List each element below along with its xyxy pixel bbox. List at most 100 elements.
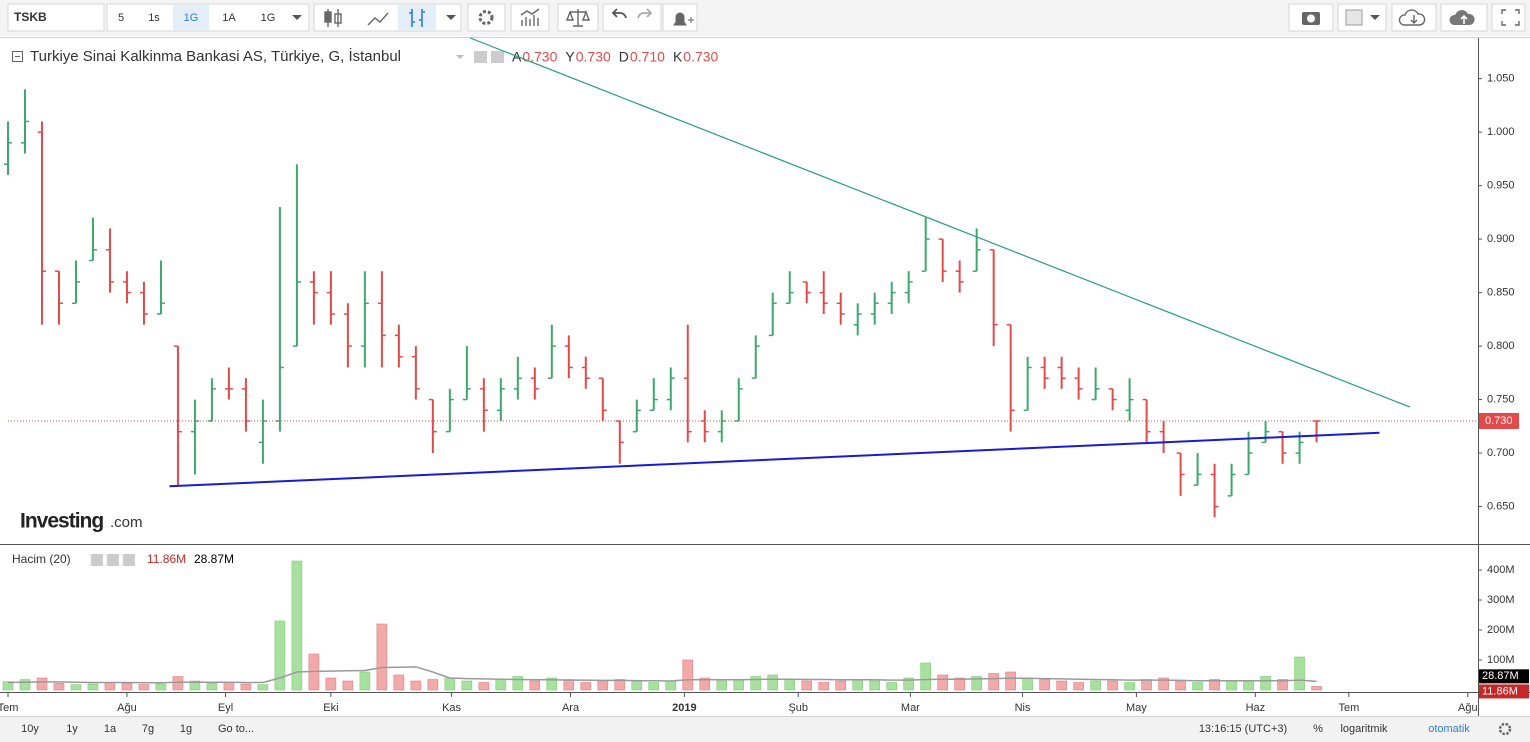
range-button[interactable]: 1y	[66, 723, 78, 735]
range-button[interactable]: 10y	[21, 723, 39, 735]
active-interval-bg	[173, 5, 209, 30]
dropdown-arrow[interactable]	[446, 15, 456, 20]
cloud-save-button[interactable]	[1440, 3, 1488, 32]
bottom-bar	[0, 717, 1530, 742]
settings-button[interactable]	[467, 3, 506, 32]
volume-bar	[1039, 679, 1050, 691]
volume-bar	[546, 677, 558, 691]
x-tick-label: Eyl	[218, 702, 233, 714]
volume-bar	[342, 680, 354, 691]
active-type-bg	[398, 5, 436, 30]
volume-bar	[563, 679, 575, 691]
y-tick-label: 0.950	[1487, 180, 1515, 192]
legend-value: 0.730	[683, 49, 718, 65]
eye-icon[interactable]	[91, 554, 103, 566]
eye-icon[interactable]	[474, 51, 487, 63]
volume-bar	[1141, 679, 1152, 691]
volume-bar	[240, 683, 252, 691]
range-button[interactable]: 7g	[142, 723, 154, 735]
candle-icon[interactable]	[324, 9, 342, 27]
y-tick-label: 1.050	[1487, 73, 1515, 85]
x-tick-label: 2019	[672, 702, 696, 714]
range-button[interactable]: 1a	[104, 723, 117, 735]
clock: 13:16:15 (UTC+3)	[1199, 723, 1287, 735]
symbol-box[interactable]	[7, 3, 105, 32]
volume-tag	[1479, 669, 1529, 684]
volume-bar	[19, 679, 31, 691]
volume-tag	[1479, 684, 1529, 699]
log-toggle[interactable]: logaritmik	[1340, 723, 1388, 735]
range-button[interactable]: 1g	[180, 723, 192, 735]
volume-bar	[699, 677, 711, 691]
volume-bar	[376, 623, 388, 691]
volume-bar	[614, 679, 626, 691]
y-tick-label: 400M	[1487, 564, 1515, 576]
volume-bar	[172, 676, 184, 691]
interval-button[interactable]: 1G	[184, 12, 199, 24]
y-tick-label: 0.900	[1487, 233, 1515, 245]
close-icon[interactable]	[123, 554, 135, 566]
cloud-down-icon	[1398, 9, 1426, 26]
legend-value: 0.710	[630, 49, 665, 65]
legend-key: D	[619, 49, 629, 65]
dropdown-arrow[interactable]	[292, 15, 302, 20]
settings-gear[interactable]	[1498, 722, 1512, 736]
goto-button[interactable]: Go to...	[218, 723, 254, 735]
auto-toggle[interactable]: otomatik	[1428, 723, 1470, 735]
interval-button[interactable]: 1s	[148, 12, 160, 24]
volume-bar	[1022, 677, 1033, 691]
indicators-button[interactable]	[510, 3, 550, 32]
volume-bar	[87, 683, 99, 691]
interval-button[interactable]: 5	[118, 12, 124, 24]
volume-tag-label: 28.87M	[1482, 670, 1519, 682]
settings-icon[interactable]	[107, 554, 119, 566]
volume-bar	[495, 679, 507, 691]
volume-bar	[937, 674, 948, 691]
x-tick-label: Haz	[1246, 702, 1266, 714]
volume-bar	[1107, 680, 1118, 691]
volume-bar	[971, 676, 982, 691]
volume-bar	[920, 662, 931, 691]
volume-bar	[121, 683, 133, 691]
trend-line	[169, 431, 1380, 488]
x-tick-label: Şub	[788, 702, 808, 714]
volume-bar	[1226, 680, 1237, 691]
volume-bar	[801, 680, 813, 691]
y-tick-label: 0.650	[1487, 500, 1515, 512]
redo-icon[interactable]	[637, 8, 653, 19]
volume-bar	[104, 682, 116, 691]
volume-bar	[580, 682, 592, 691]
x-tick-label: Ağu	[1458, 702, 1478, 714]
line-icon[interactable]	[367, 12, 389, 26]
undo-icon[interactable]	[611, 8, 627, 19]
settings-icon[interactable]	[491, 51, 504, 63]
volume-bar	[665, 680, 677, 691]
volume-bar	[1277, 679, 1288, 691]
interval-button[interactable]: 1G	[261, 12, 276, 24]
volume-bar	[1209, 679, 1220, 691]
volume-bar	[716, 680, 728, 691]
indicators-icon	[520, 8, 540, 26]
alert-icon	[673, 12, 694, 26]
percent-toggle[interactable]: %	[1313, 723, 1323, 735]
legend-key: Y	[565, 49, 575, 65]
y-tick-label: 100M	[1487, 654, 1515, 666]
volume-bar	[461, 680, 473, 691]
dropdown-arrow[interactable]	[1370, 15, 1380, 20]
volume-bar	[274, 620, 286, 691]
title-dropdown[interactable]	[456, 55, 464, 59]
volume-bar	[784, 679, 796, 691]
fullscreen-button[interactable]	[1491, 3, 1526, 32]
volume-bar	[750, 676, 762, 691]
volume-bar	[36, 677, 48, 691]
volume-bar	[733, 679, 745, 691]
x-tick-label: Ağu	[117, 702, 137, 714]
interval-button[interactable]: 1A	[222, 12, 236, 24]
volume-bar	[155, 683, 167, 691]
legend-value: 0.730	[576, 49, 611, 65]
volume-bar	[835, 680, 847, 691]
bars-icon[interactable]	[409, 9, 425, 27]
x-tick-label: Ara	[562, 702, 580, 714]
